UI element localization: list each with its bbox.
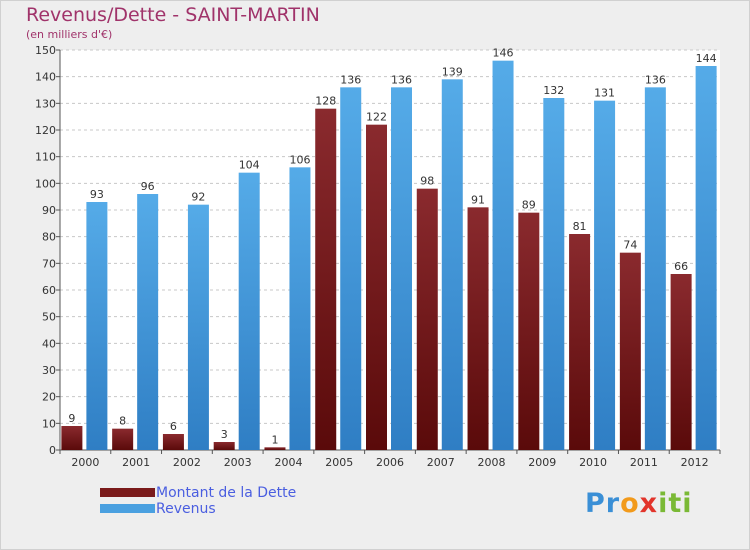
- y-tick-label: 60: [42, 284, 56, 297]
- y-tick-label: 10: [42, 417, 56, 430]
- y-tick-label: 30: [42, 364, 56, 377]
- bar-revenus: [340, 87, 362, 450]
- y-tick-label: 40: [42, 337, 56, 350]
- y-tick-label: 100: [35, 177, 56, 190]
- y-tick-label: 120: [35, 124, 56, 137]
- bar-revenus: [492, 60, 514, 451]
- x-tick-label: 2010: [579, 456, 607, 469]
- data-label-revenus: 139: [442, 65, 463, 78]
- x-tick-label: 2007: [427, 456, 455, 469]
- y-tick-label: 70: [42, 257, 56, 270]
- data-label-dette: 98: [420, 175, 434, 188]
- bar-revenus: [644, 87, 666, 450]
- bar-revenus: [543, 98, 565, 450]
- x-tick-label: 2008: [478, 456, 506, 469]
- bar-dette: [366, 124, 387, 451]
- bar-revenus: [695, 66, 717, 450]
- data-label-dette: 89: [522, 199, 536, 212]
- legend-swatch-revenus: [100, 504, 155, 513]
- bar-dette: [112, 428, 134, 450]
- x-tick-label: 2000: [71, 456, 99, 469]
- data-label-dette: 91: [471, 193, 485, 206]
- data-label-revenus: 131: [594, 87, 615, 100]
- bar-revenus: [594, 100, 616, 451]
- x-tick-label: 2003: [224, 456, 252, 469]
- x-tick-label: 2006: [376, 456, 404, 469]
- proxiti-logo: Proxiti: [585, 488, 693, 519]
- bar-dette: [264, 447, 286, 450]
- data-label-dette: 66: [674, 260, 688, 273]
- bar-dette: [213, 442, 235, 450]
- legend-label-revenus: Revenus: [156, 501, 216, 517]
- bar-revenus: [289, 167, 311, 451]
- bar-revenus: [86, 202, 108, 450]
- chart-subtitle: (en milliers d'€): [26, 28, 113, 41]
- bar-revenus: [391, 87, 412, 450]
- x-tick-label: 2002: [173, 456, 201, 469]
- data-label-revenus: 146: [493, 47, 514, 60]
- data-label-dette: 8: [119, 415, 126, 428]
- bar-dette: [670, 274, 692, 450]
- data-label-revenus: 96: [141, 180, 155, 193]
- bar-dette: [162, 434, 184, 450]
- data-label-dette: 74: [623, 239, 637, 252]
- y-tick-label: 20: [42, 391, 56, 404]
- x-tick-label: 2011: [630, 456, 658, 469]
- x-tick-label: 2012: [681, 456, 709, 469]
- y-tick-label: 80: [42, 231, 56, 244]
- legend-swatch-dette: [100, 488, 155, 497]
- y-tick-label: 50: [42, 311, 56, 324]
- bar-dette: [61, 426, 83, 450]
- data-label-revenus: 104: [239, 159, 260, 172]
- bar-revenus: [238, 172, 260, 450]
- bar-revenus: [137, 194, 159, 450]
- legend-label-dette: Montant de la Dette: [156, 485, 297, 501]
- data-label-revenus: 92: [191, 191, 205, 204]
- y-tick-label: 130: [35, 97, 56, 110]
- bar-revenus: [441, 79, 463, 450]
- y-tick-label: 0: [49, 444, 56, 457]
- bar-dette: [467, 207, 489, 450]
- data-label-revenus: 106: [289, 153, 310, 166]
- data-label-dette: 9: [68, 412, 75, 425]
- data-label-dette: 122: [366, 111, 387, 124]
- x-tick-label: 2005: [325, 456, 353, 469]
- x-tick-label: 2001: [122, 456, 150, 469]
- x-tick-label: 2004: [274, 456, 302, 469]
- bar-revenus: [187, 204, 209, 450]
- y-tick-label: 150: [35, 44, 56, 57]
- data-label-revenus: 93: [90, 188, 104, 201]
- data-label-dette: 6: [170, 420, 177, 433]
- data-label-revenus: 132: [543, 84, 564, 97]
- bar-dette: [518, 212, 540, 450]
- data-label-revenus: 136: [391, 73, 412, 86]
- bar-dette: [569, 234, 591, 450]
- y-tick-label: 90: [42, 204, 56, 217]
- y-tick-label: 110: [35, 151, 56, 164]
- bar-dette: [416, 188, 438, 450]
- data-label-dette: 81: [573, 220, 587, 233]
- chart-title: Revenus/Dette - SAINT-MARTIN: [26, 4, 320, 26]
- data-label-revenus: 136: [340, 73, 361, 86]
- data-label-dette: 3: [221, 428, 228, 441]
- bar-dette: [315, 108, 337, 451]
- data-label-dette: 1: [271, 433, 278, 446]
- bar-dette: [619, 252, 641, 450]
- x-tick-label: 2009: [528, 456, 556, 469]
- data-label-revenus: 144: [696, 52, 717, 65]
- data-label-dette: 128: [315, 95, 336, 108]
- data-label-revenus: 136: [645, 73, 666, 86]
- y-tick-label: 140: [35, 71, 56, 84]
